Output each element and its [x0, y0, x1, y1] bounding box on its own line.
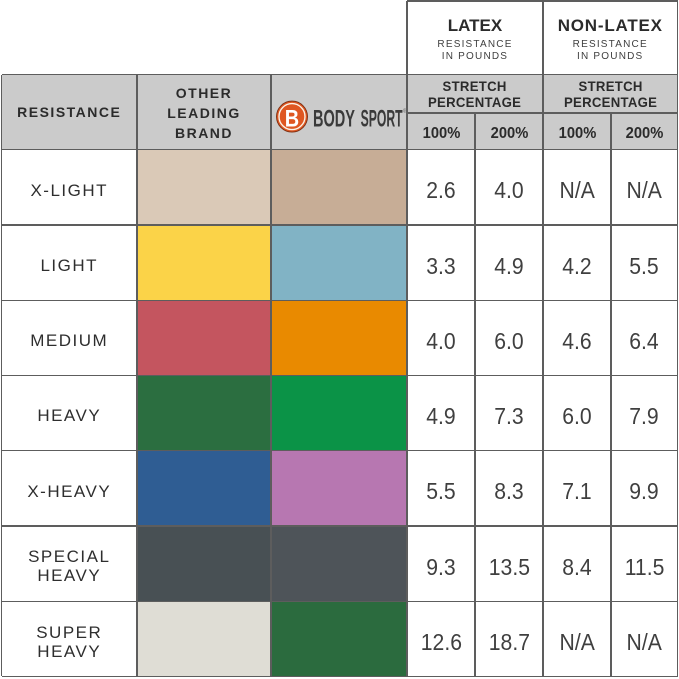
- svg-text:®: ®: [403, 107, 407, 115]
- svg-text:SPORT: SPORT: [361, 105, 403, 132]
- svg-text:B: B: [285, 105, 299, 132]
- svg-text:BODY: BODY: [313, 105, 355, 132]
